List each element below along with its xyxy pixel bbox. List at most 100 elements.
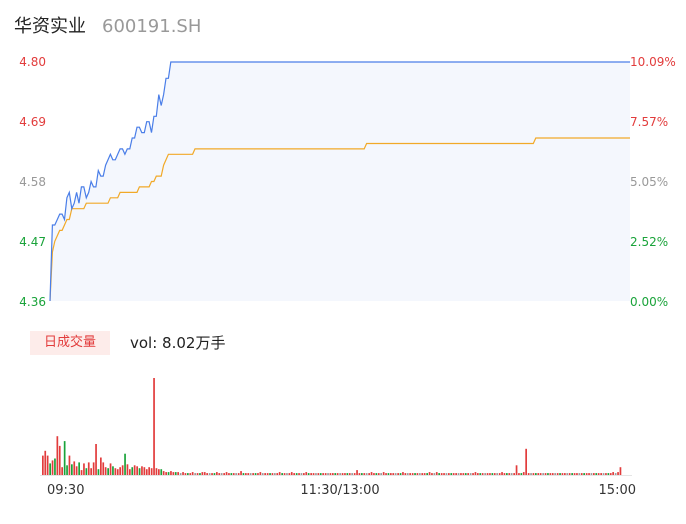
- volume-bar: [339, 473, 341, 475]
- volume-bar: [435, 472, 438, 475]
- volume-bar: [532, 473, 535, 475]
- price-panel: [50, 62, 630, 301]
- volume-bar: [187, 473, 189, 475]
- volume-bar: [44, 450, 47, 476]
- volume-bar: [75, 466, 78, 475]
- volume-bar: [112, 466, 114, 475]
- volume-bar: [145, 469, 148, 475]
- volume-bar: [237, 473, 240, 475]
- volume-bar: [254, 473, 257, 475]
- volume-bars: [42, 378, 622, 476]
- volume-bar: [356, 470, 358, 475]
- volume-bar: [448, 473, 450, 475]
- volume-bar: [242, 473, 245, 475]
- volume-bar: [450, 473, 453, 475]
- volume-bar: [141, 466, 143, 475]
- pct-tick-2: 5.05%: [630, 175, 668, 189]
- volume-bar: [387, 473, 390, 475]
- volume-bar: [298, 473, 300, 475]
- volume-bar: [56, 436, 59, 475]
- volume-bar: [597, 473, 600, 475]
- volume-bar: [409, 473, 411, 475]
- volume-bar: [443, 473, 445, 475]
- volume-bar: [375, 473, 378, 475]
- volume-bar: [508, 473, 511, 475]
- time-axis: 09:30 11:30/13:00 15:00: [47, 483, 636, 498]
- volume-bar: [404, 473, 407, 475]
- volume-bar: [286, 473, 288, 475]
- volume-bar: [305, 472, 308, 475]
- volume-bar: [564, 473, 566, 475]
- volume-bar: [346, 473, 349, 475]
- volume-bar: [307, 473, 310, 475]
- pct-tick-0: 10.09%: [630, 55, 676, 69]
- volume-bar: [341, 473, 344, 475]
- volume-bar: [78, 462, 80, 475]
- volume-bar: [155, 468, 158, 475]
- volume-bar: [182, 472, 184, 475]
- volume-bar: [573, 473, 576, 475]
- volume-bar: [513, 473, 515, 475]
- volume-bar: [295, 473, 298, 475]
- volume-bar: [496, 473, 498, 475]
- volume-bar: [583, 473, 585, 475]
- volume-bar: [121, 465, 124, 475]
- volume-bar: [414, 473, 416, 475]
- volume-bar: [348, 473, 351, 475]
- volume-bar: [477, 473, 479, 475]
- volume-bar: [107, 468, 109, 475]
- volume-bar: [136, 466, 138, 475]
- price-line: [49, 61, 630, 302]
- volume-bar: [445, 473, 448, 475]
- price-tick-0: 4.80: [19, 55, 46, 69]
- volume-bar: [416, 473, 419, 475]
- volume-bar: [223, 473, 225, 475]
- volume-bar: [324, 473, 327, 475]
- volume-bar: [310, 473, 312, 475]
- volume-bar: [46, 455, 49, 475]
- volume-bar: [377, 473, 380, 475]
- volume-bar: [92, 462, 95, 475]
- volume-bar: [544, 473, 547, 475]
- volume-bar: [329, 473, 332, 475]
- volume-bar: [172, 472, 175, 475]
- volume-bar: [90, 468, 92, 475]
- volume-bar: [271, 473, 274, 475]
- volume-bar: [332, 473, 334, 475]
- volume-bar: [566, 473, 569, 475]
- volume-bar: [184, 473, 187, 475]
- volume-bar: [353, 473, 356, 475]
- volume-bar: [617, 472, 619, 475]
- volume-bar: [595, 473, 598, 475]
- axis-labels: 4.80 4.69 4.58 4.47 4.36 10.09% 7.57% 5.…: [19, 55, 675, 309]
- volume-bar: [547, 473, 549, 475]
- volume-bar: [131, 467, 134, 475]
- volume-bar: [201, 472, 204, 475]
- volume-bar: [549, 473, 552, 475]
- volume-bar: [419, 473, 421, 475]
- pct-tick-1: 7.57%: [630, 115, 668, 129]
- volume-bar: [143, 467, 146, 475]
- volume-bar: [276, 473, 279, 475]
- volume-bar: [71, 464, 73, 475]
- volume-bar: [428, 472, 431, 475]
- volume-bar: [317, 473, 320, 475]
- volume-bar: [609, 473, 612, 475]
- volume-bar: [315, 473, 317, 475]
- volume-bar: [312, 473, 315, 475]
- volume-bar: [194, 473, 196, 475]
- volume-bar: [578, 473, 581, 475]
- stock-code: 600191.SH: [102, 16, 202, 37]
- volume-bar: [385, 473, 387, 475]
- price-tick-4: 4.36: [19, 295, 46, 309]
- volume-bar: [390, 473, 392, 475]
- volume-bar: [506, 473, 508, 475]
- volume-bar: [520, 473, 523, 475]
- volume-bar: [230, 473, 233, 475]
- volume-bar: [58, 445, 61, 475]
- volume-bar: [440, 473, 443, 475]
- volume-bar: [109, 463, 112, 475]
- volume-bar: [551, 473, 554, 475]
- volume-bar: [104, 467, 107, 475]
